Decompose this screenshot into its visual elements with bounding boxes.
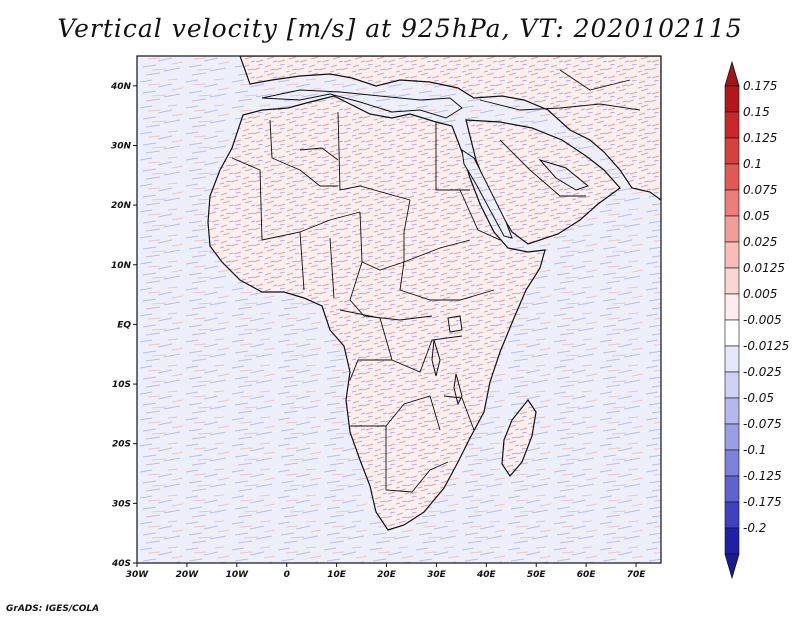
colorbar-label: -0.175 xyxy=(743,495,782,509)
lon-tick-label: 10W xyxy=(226,570,250,580)
colorbar-swatch xyxy=(724,241,740,269)
lat-tick-label: 20N xyxy=(111,201,132,211)
persian-gulf xyxy=(538,158,590,191)
mediterranean-sea xyxy=(261,89,463,119)
lat-tick-label: 40S xyxy=(111,559,131,569)
colorbar-swatch xyxy=(724,527,740,555)
colorbar-swatch xyxy=(724,137,740,165)
lon-tick-label: 50E xyxy=(527,570,547,580)
colorbar-label: -0.025 xyxy=(743,365,782,379)
colorbar-swatch xyxy=(724,501,740,529)
colorbar-label: 0.125 xyxy=(743,131,777,145)
colorbar-bottom-arrow xyxy=(724,553,740,580)
latitude-axis: 40N 30N 20N 10N EQ 10S 20S 30S 40S xyxy=(110,82,137,569)
lat-tick-label: EQ xyxy=(117,320,131,330)
lat-tick-label: 20S xyxy=(112,440,131,450)
colorbar-label: 0.075 xyxy=(743,183,777,197)
colorbar-swatch xyxy=(724,371,740,399)
red-sea xyxy=(461,148,513,239)
colorbar-swatch xyxy=(724,215,740,243)
lat-tick-label: 40N xyxy=(110,82,132,92)
lon-tick-label: 30E xyxy=(427,570,447,580)
chart-title: Vertical velocity [m/s] at 925hPa, VT: 2… xyxy=(57,14,743,43)
lon-tick-label: 20E xyxy=(377,570,397,580)
africa-landmass xyxy=(207,95,546,531)
lat-tick-label: 10N xyxy=(111,261,132,271)
map-frame xyxy=(136,55,662,564)
colorbar: 0.175 0.15 0.125 0.1 0.075 0.05 0.025 0.0125 0.0… xyxy=(724,60,789,580)
colorbar-label: 0.005 xyxy=(743,287,777,301)
lon-tick-label: 10E xyxy=(327,570,347,580)
country-borders xyxy=(231,69,641,493)
colorbar-swatch xyxy=(724,423,740,451)
colorbar-label: -0.125 xyxy=(743,469,782,483)
lon-tick-label: 40E xyxy=(476,570,497,580)
colorbar-label: 0.1 xyxy=(743,157,762,171)
colorbar-label: 0.175 xyxy=(743,79,777,93)
colorbar-swatch xyxy=(724,475,740,503)
colorbar-swatch xyxy=(724,293,740,321)
lon-tick-label: 30W xyxy=(126,570,150,580)
colorbar-label: -0.075 xyxy=(743,417,782,431)
colorbar-swatch xyxy=(724,189,740,217)
colorbar-label: -0.1 xyxy=(743,443,766,457)
lake-malawi xyxy=(453,373,463,406)
lon-tick-label: 70E xyxy=(627,570,647,580)
colorbar-swatch xyxy=(724,397,740,425)
colorbar-label: -0.2 xyxy=(743,521,766,535)
madagascar-landmass xyxy=(501,398,537,477)
lon-tick-label: 20W xyxy=(176,570,200,580)
colorbar-label: 0.15 xyxy=(743,105,770,119)
lat-tick-label: 10S xyxy=(112,380,131,390)
colorbar-label: 0.0125 xyxy=(743,261,785,275)
colorbar-swatch xyxy=(724,319,740,347)
lake-tanganyika xyxy=(431,339,441,377)
colorbar-label: -0.0125 xyxy=(743,339,789,353)
lat-tick-label: 30S xyxy=(112,499,131,509)
europe-asia-landmass xyxy=(239,56,661,201)
colorbar-swatch xyxy=(724,163,740,191)
colorbar-swatch xyxy=(724,345,740,373)
colorbar-swatch xyxy=(724,449,740,477)
lon-tick-label: 0 xyxy=(284,570,290,580)
colorbar-label: -0.05 xyxy=(743,391,774,405)
colorbar-swatch xyxy=(724,267,740,295)
lon-tick-label: 60E xyxy=(577,570,597,580)
colorbar-label: 0.05 xyxy=(743,209,770,223)
colorbar-label: 0.025 xyxy=(743,235,777,249)
colorbar-label: -0.005 xyxy=(743,313,782,327)
colorbar-top-arrow xyxy=(724,60,740,87)
colorbar-swatch xyxy=(724,85,740,113)
colorbar-swatch xyxy=(724,111,740,139)
lake-victoria xyxy=(447,315,463,333)
longitude-axis: 30W 20W 10W 0 10E 20E 30E 40E 50E 60E 70E xyxy=(126,563,646,580)
grads-credit: GrADS: IGES/COLA xyxy=(6,604,100,614)
lat-tick-label: 30N xyxy=(111,141,132,151)
